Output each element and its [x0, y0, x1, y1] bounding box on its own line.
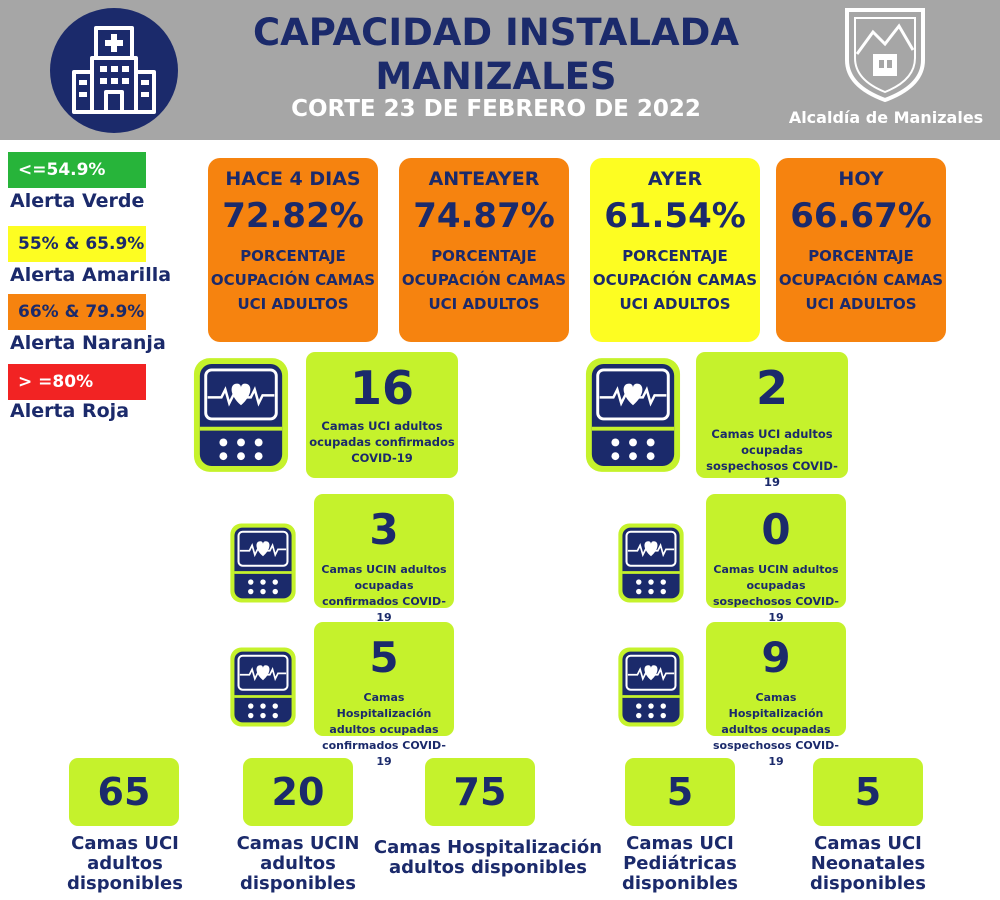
- page-title-line2: MANIZALES: [375, 55, 617, 98]
- alcaldia-label: Alcaldía de Manizales: [788, 108, 984, 127]
- card-percentage: 72.82%: [222, 196, 364, 236]
- legend-red-box: > =80%: [8, 364, 146, 400]
- legend-red-label: Alerta Roja: [10, 400, 130, 422]
- heart-monitor-icon: [585, 358, 681, 472]
- legend-orange-box: 66% & 79.9%: [8, 294, 146, 330]
- legend-yellow-box: 55% & 65.9%: [8, 226, 146, 262]
- occupancy-card-4-days: HACE 4 DIAS 72.82% PORCENTAJE OCUPACIÓN …: [208, 158, 378, 342]
- card-percentage: 74.87%: [413, 196, 555, 236]
- ucin-confirmed-card: 3 Camas UCIN adultos ocupadas confirmado…: [314, 494, 454, 624]
- legend-green-box: <=54.9%: [8, 152, 146, 188]
- hospital-building-icon: [72, 26, 156, 114]
- stat-value: 3: [369, 505, 399, 554]
- available-uci-value: 65: [69, 758, 179, 826]
- stat-value: 5: [369, 633, 399, 682]
- card-description: PORCENTAJE OCUPACIÓN CAMAS UCI ADULTOS: [592, 247, 758, 313]
- available-hosp-label: Camas Hospitalización adultos disponible…: [373, 837, 603, 878]
- card-period: HOY: [838, 168, 884, 190]
- stat-value: 0: [761, 505, 791, 554]
- card-percentage: 66.67%: [790, 196, 932, 236]
- stat-label: Camas Hospitalización adultos ocupadas c…: [322, 691, 446, 768]
- heart-monitor-icon: [618, 647, 684, 727]
- hosp-confirmed-card: 5 Camas Hospitalización adultos ocupadas…: [314, 622, 454, 768]
- available-uci-ped-value: 5: [625, 758, 735, 826]
- stat-label: Camas UCIN adultos ocupadas confirmados …: [321, 563, 447, 624]
- occupancy-card-ayer: AYER 61.54% PORCENTAJE OCUPACIÓN CAMAS U…: [590, 158, 760, 342]
- legend-green-label: Alerta Verde: [10, 190, 145, 212]
- hosp-suspected-card: 9 Camas Hospitalización adultos ocupadas…: [706, 622, 846, 768]
- uci-suspected-card: 2 Camas UCI adultos ocupadas sospechosos…: [696, 352, 848, 489]
- card-description: PORCENTAJE OCUPACIÓN CAMAS UCI ADULTOS: [401, 247, 567, 313]
- stat-label: Camas UCI adultos ocupadas sospechosos C…: [706, 427, 838, 489]
- heart-monitor-icon: [230, 647, 296, 727]
- legend-yellow-label: Alerta Amarilla: [10, 264, 172, 286]
- stat-value: 9: [761, 633, 791, 682]
- card-period: HACE 4 DIAS: [225, 168, 361, 190]
- occupancy-card-hoy: HOY 66.67% PORCENTAJE OCUPACIÓN CAMAS UC…: [776, 158, 946, 342]
- occupancy-card-anteayer: ANTEAYER 74.87% PORCENTAJE OCUPACIÓN CAM…: [399, 158, 569, 342]
- card-description: PORCENTAJE OCUPACIÓN CAMAS UCI ADULTOS: [210, 247, 376, 313]
- available-ucin-value: 20: [243, 758, 353, 826]
- header-banner: CAPACIDAD INSTALADA MANIZALES CORTE 23 D…: [0, 0, 1000, 140]
- available-uci-ped-label: Camas UCI Pediátricas disponibles: [622, 833, 738, 894]
- available-uci-neo-value: 5: [813, 758, 923, 826]
- available-ucin-label: Camas UCIN adultos disponibles: [236, 833, 360, 894]
- available-uci-neo-label: Camas UCI Neonatales disponibles: [810, 833, 926, 894]
- page-title-line1: CAPACIDAD INSTALADA: [253, 11, 739, 54]
- card-description: PORCENTAJE OCUPACIÓN CAMAS UCI ADULTOS: [778, 247, 944, 313]
- stat-label: Camas UCIN adultos ocupadas sospechosos …: [712, 563, 839, 624]
- uci-confirmed-card: 16 Camas UCI adultos ocupadas confirmado…: [306, 352, 458, 478]
- ucin-suspected-card: 0 Camas UCIN adultos ocupadas sospechoso…: [706, 494, 846, 624]
- stat-label: Camas Hospitalización adultos ocupadas s…: [712, 691, 839, 768]
- date-subtitle: CORTE 23 DE FEBRERO DE 2022: [291, 96, 701, 122]
- hospital-logo: [50, 8, 178, 133]
- card-period: ANTEAYER: [428, 168, 540, 190]
- manizales-coat-of-arms: [845, 8, 925, 102]
- card-period: AYER: [647, 168, 703, 190]
- stat-value: 2: [755, 361, 788, 415]
- stat-label: Camas UCI adultos ocupadas confirmados C…: [309, 419, 455, 465]
- card-percentage: 61.54%: [604, 196, 746, 236]
- heart-monitor-icon: [193, 358, 289, 472]
- available-hosp-value: 75: [425, 758, 535, 826]
- heart-monitor-icon: [230, 523, 296, 603]
- legend-orange-label: Alerta Naranja: [10, 332, 166, 354]
- heart-monitor-icon: [618, 523, 684, 603]
- stat-value: 16: [349, 361, 414, 415]
- available-uci-label: Camas UCI adultos disponibles: [67, 833, 183, 894]
